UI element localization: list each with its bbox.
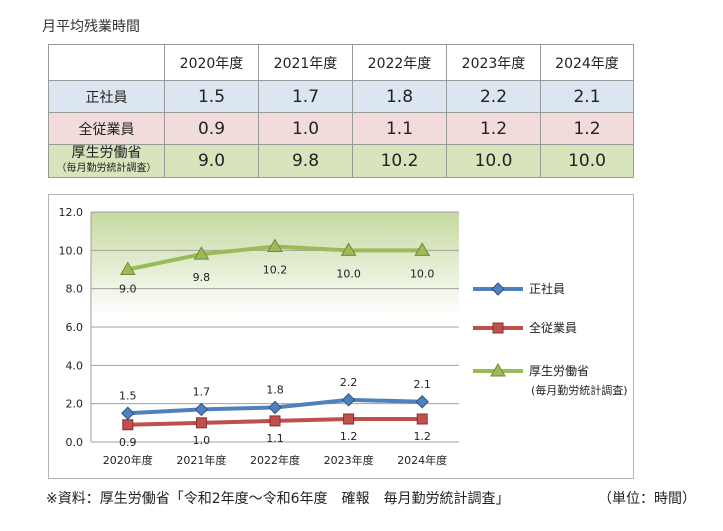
data-table: 2020年度 2021年度 2022年度 2023年度 2024年度 正社員 1… [48,44,634,178]
table-row: 正社員 1.5 1.7 1.8 2.2 2.1 [48,80,634,113]
legend-marker [491,282,505,296]
table-cell: 10.2 [352,144,447,178]
data-label: 2.1 [413,378,431,391]
data-label: 10.0 [336,267,361,280]
table-cell: 1.2 [446,112,541,145]
data-label: 1.0 [193,434,211,447]
data-point [343,413,355,425]
y-tick-label: 2.0 [66,398,84,411]
data-point [269,415,281,427]
table-cell: 9.0 [164,144,259,178]
chart-container: 0.0 2.0 4.0 6.0 8.0 10.0 12.0 2020年度 2021年度 2022年… [48,194,634,479]
table-header-cell: 2024年度 [540,44,634,81]
table-row: 厚生労働省 （毎月勤労統計調査） 9.0 9.8 10.2 10.0 10.0 [48,144,634,178]
legend-label: (毎月勤労統計調査) [531,383,628,397]
legend-label: 厚生労働省 [529,364,589,378]
table-cell: 1.8 [352,80,447,113]
data-point [414,242,431,256]
data-point [195,417,207,429]
table-corner-cell [48,44,165,81]
row-label-sub: （毎月勤労統計調査） [56,163,157,174]
table-cell: 1.2 [540,112,634,145]
data-label: 10.2 [263,264,288,277]
data-point [415,395,429,409]
data-label: 9.8 [193,271,211,284]
data-label: 9.0 [119,283,137,296]
table-cell: 10.0 [540,144,634,178]
data-label: 10.0 [410,267,435,280]
table-cell: 10.0 [446,144,541,178]
table-cell: 2.1 [540,80,634,113]
x-tick-label: 2024年度 [397,453,447,467]
y-tick-label: 12.0 [59,206,84,219]
x-tick-label: 2021年度 [176,453,226,467]
table-cell: 2.2 [446,80,541,113]
legend-label: 正社員 [529,281,565,296]
table-row: 全従業員 0.9 1.0 1.1 1.2 1.2 [48,112,634,145]
table-header-cell: 2022年度 [352,44,447,81]
data-point [193,246,210,260]
data-label: 1.1 [266,432,284,445]
table-cell: 1.0 [258,112,353,145]
y-tick-label: 6.0 [66,321,84,334]
table-cell: 1.7 [258,80,353,113]
data-point [268,400,282,415]
y-tick-label: 8.0 [66,283,84,296]
data-label: 1.2 [340,430,358,443]
data-point [416,413,428,425]
legend-label: 全従業員 [529,320,577,335]
data-label: 0.9 [119,436,137,449]
data-point [194,402,209,417]
y-tick-label: 0.0 [66,436,84,449]
table-header-cell: 2020年度 [164,44,259,81]
data-point [122,419,134,431]
x-tick-label: 2020年度 [103,453,153,467]
data-point [340,242,357,256]
row-label: 厚生労働省 （毎月勤労統計調査） [48,144,165,178]
table-header-row: 2020年度 2021年度 2022年度 2023年度 2024年度 [48,44,634,81]
table-header-cell: 2023年度 [446,44,541,81]
data-label: 1.7 [193,385,211,398]
table-cell: 0.9 [164,112,259,145]
y-tick-label: 10.0 [59,244,84,257]
data-label: 1.5 [119,389,137,402]
data-label: 1.8 [266,384,284,397]
line-chart: 0.0 2.0 4.0 6.0 8.0 10.0 12.0 2020年度 2021年度 2022年… [59,206,628,467]
table-cell: 9.8 [258,144,353,178]
data-label: 2.2 [340,376,358,389]
x-tick-label: 2023年度 [324,453,374,467]
table-header-cell: 2021年度 [258,44,353,81]
y-tick-label: 4.0 [66,359,84,372]
x-tick-label: 2022年度 [250,453,300,467]
data-point [119,261,136,275]
source-note: ※資料：厚生労働省「令和2年度～令和6年度 確報 毎月勤労統計調査」 [46,491,510,507]
table-cell: 1.1 [352,112,447,145]
unit-note: （単位：時間） [598,491,696,507]
data-label: 1.2 [413,430,431,443]
data-point [267,238,283,252]
table-cell: 1.5 [164,80,259,113]
row-label: 正社員 [48,80,165,113]
row-label: 全従業員 [48,112,165,145]
data-point [341,393,356,407]
legend-marker [490,363,506,377]
page-title: 月平均残業時間 [42,19,140,35]
legend-marker [492,322,504,334]
row-label-main: 厚生労働省 [71,145,142,161]
